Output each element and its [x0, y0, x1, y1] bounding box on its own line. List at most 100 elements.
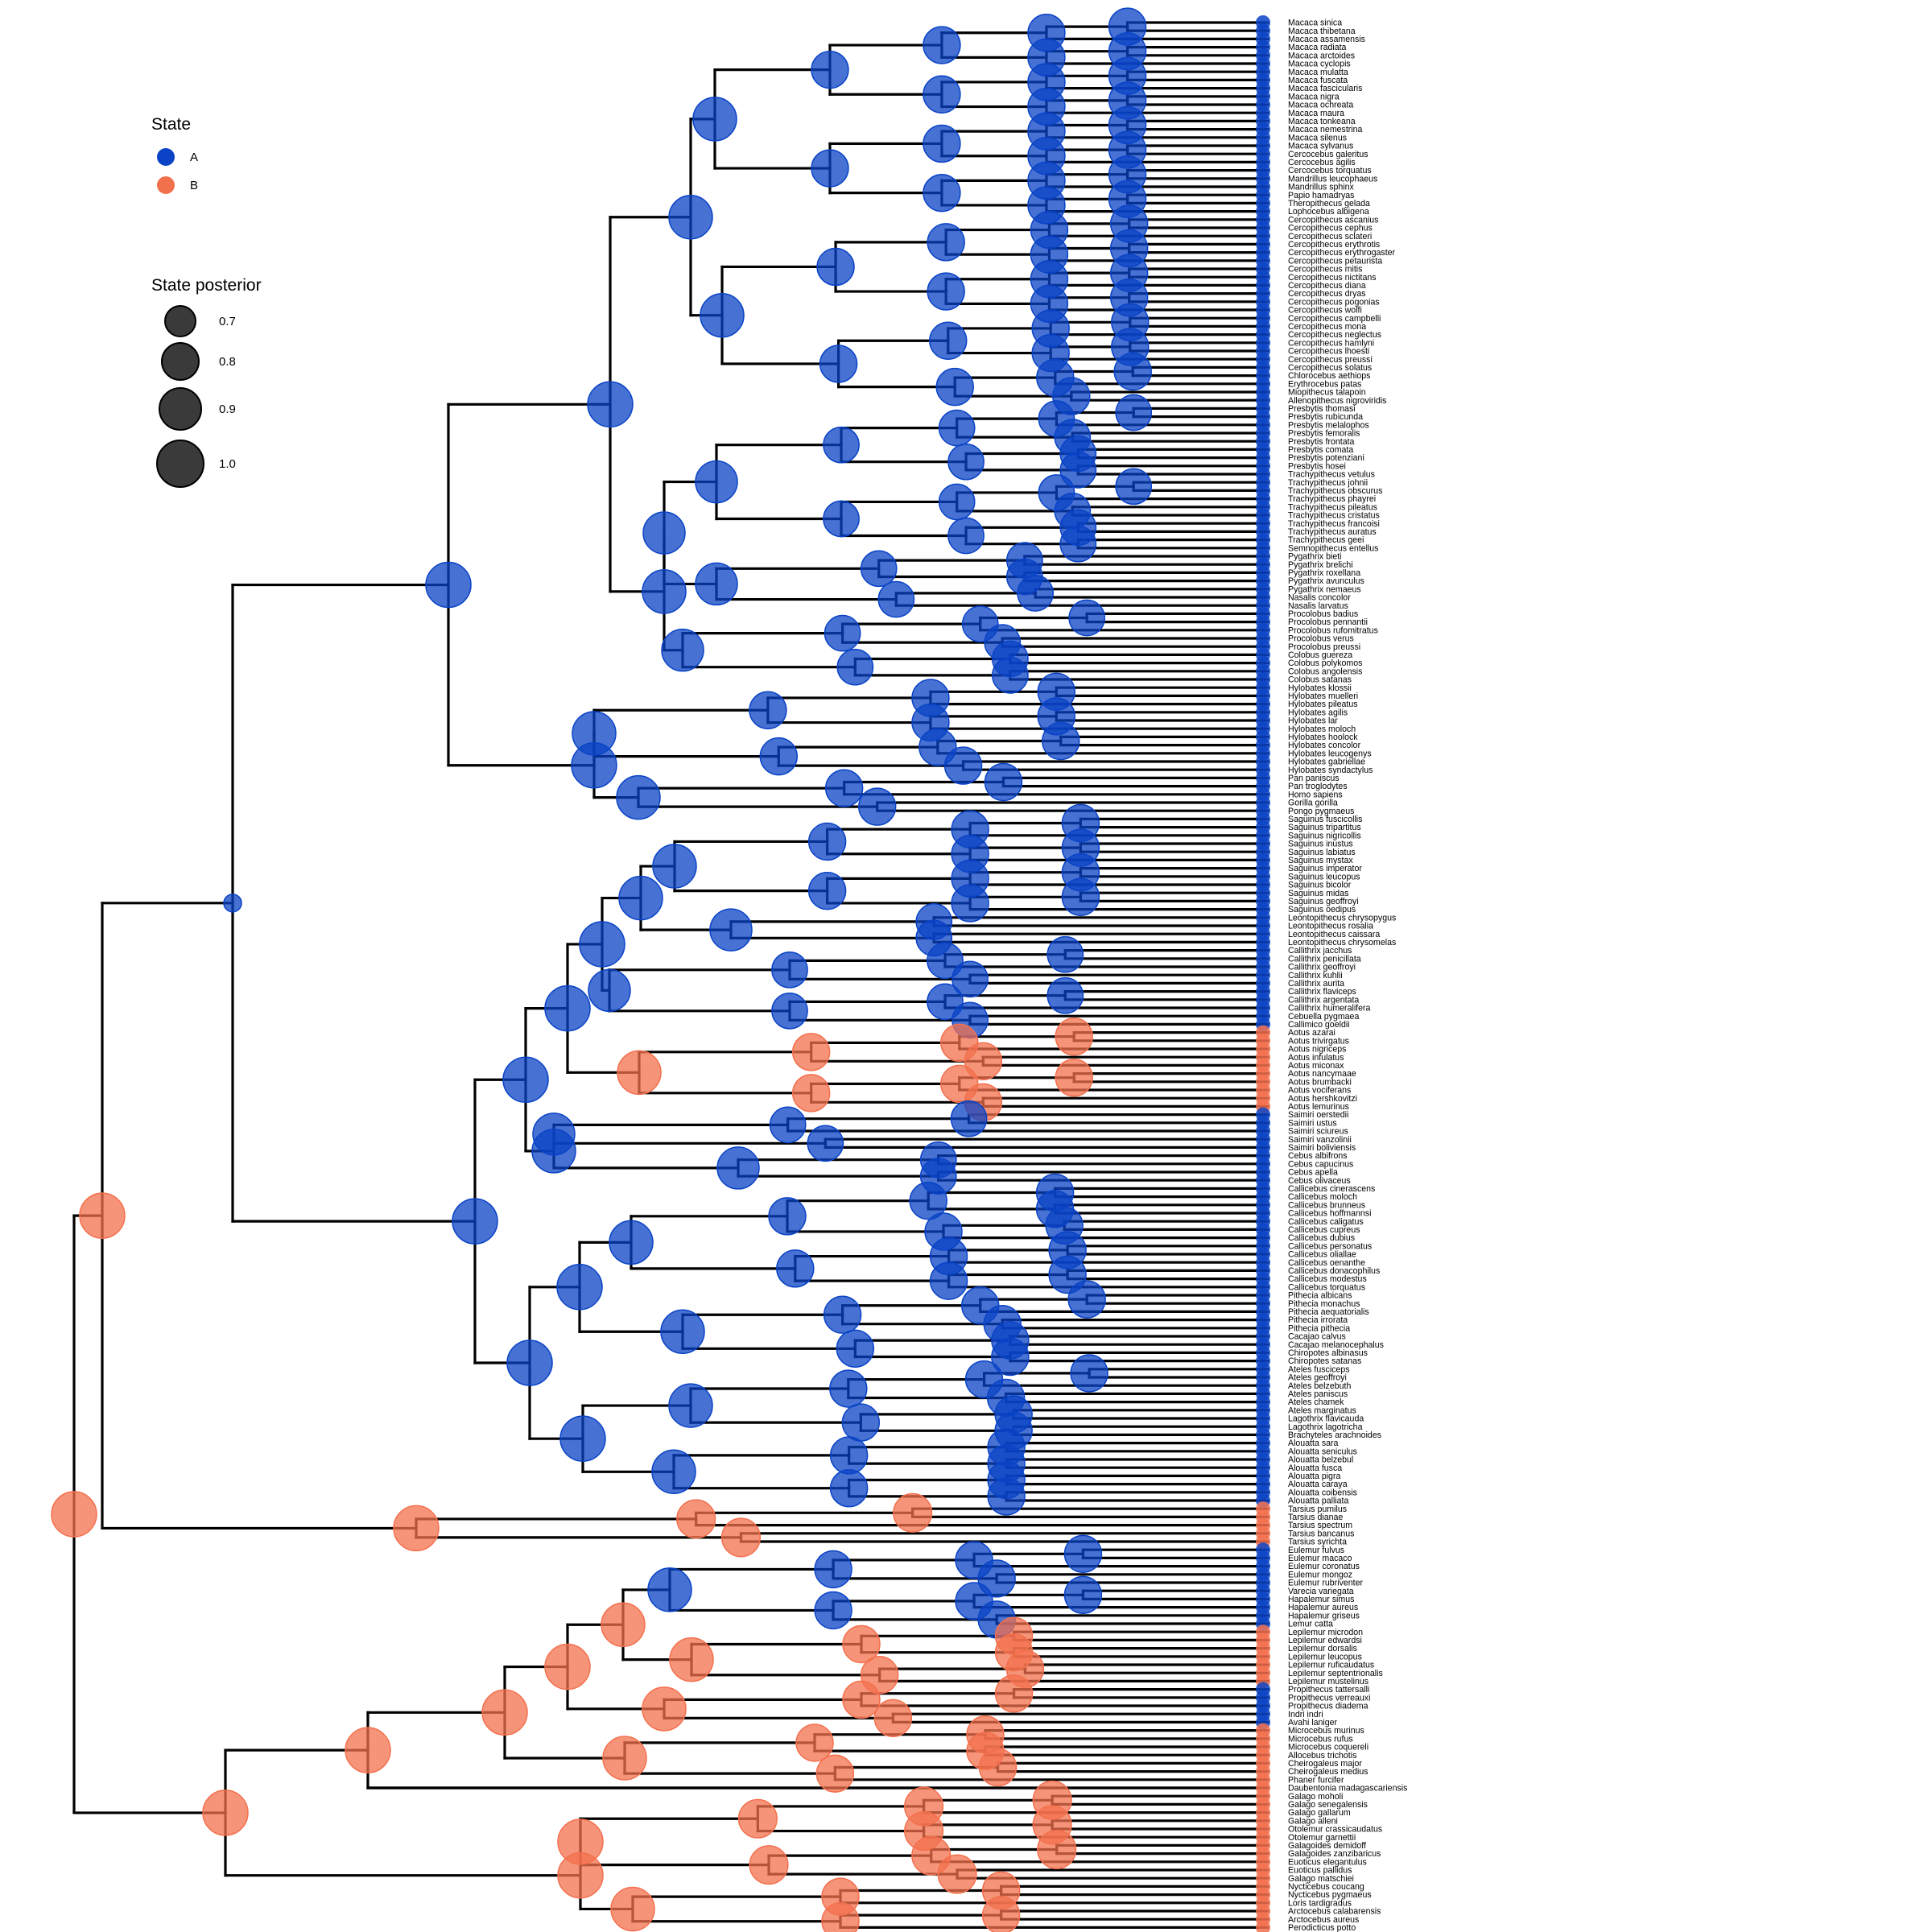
tip-label: Lagothrix lagotricha: [1288, 1422, 1363, 1432]
node-state-marker: [771, 951, 808, 989]
node-state-marker: [858, 787, 897, 826]
node-state-marker: [984, 762, 1023, 802]
posterior-legend-label-0.8: 0.8: [219, 355, 236, 369]
node-state-marker: [807, 822, 847, 861]
node-state-marker: [749, 691, 787, 729]
tip-label: Mandrillus leucophaeus: [1288, 174, 1377, 184]
node-state-marker: [1055, 1018, 1093, 1056]
node-state-marker: [816, 247, 855, 287]
tip-label: Propithecus verreauxi: [1288, 1693, 1370, 1703]
node-state-marker: [978, 1748, 1018, 1787]
tip-label: Gorilla gorilla: [1288, 799, 1338, 808]
tip-label: Indri indri: [1288, 1710, 1323, 1719]
node-state-marker: [668, 195, 713, 240]
node-state-marker: [700, 292, 745, 338]
tip-label: Pithecia monachus: [1288, 1299, 1360, 1309]
node-state-marker: [836, 1329, 875, 1368]
tip-label: Cercopithecus sclateri: [1288, 232, 1372, 242]
tip-label: Callicebus moloch: [1288, 1192, 1357, 1202]
tip-label: Leontopithecus chrysomelas: [1288, 938, 1396, 947]
node-state-marker: [1067, 1280, 1106, 1319]
tip-label: Pithecia irrorata: [1288, 1315, 1348, 1325]
tip-label: Cebus olivaceus: [1288, 1176, 1351, 1186]
tip-label: Callithrix flaviceps: [1288, 987, 1356, 997]
node-state-marker: [824, 769, 864, 807]
tip-label: Avahi laniger: [1288, 1718, 1338, 1728]
tip-label: Cacajao calvus: [1288, 1332, 1346, 1342]
tip-label: Hylobates hoolock: [1288, 733, 1358, 742]
node-state-marker: [1113, 352, 1152, 391]
node-state-marker: [661, 628, 704, 672]
tip-label: Callicebus oliallae: [1288, 1250, 1356, 1260]
tip-label: Ateles paniscus: [1288, 1389, 1348, 1399]
tip-label: Cercopithecus nictitans: [1288, 273, 1377, 283]
tip-label: Cercopithecus lhoesti: [1288, 347, 1369, 357]
node-state-marker: [951, 884, 989, 923]
node-state-marker: [695, 562, 738, 606]
node-state-marker: [587, 381, 634, 428]
tip-label: Pan paniscus: [1288, 774, 1340, 783]
tip-label: Macaca cyclopis: [1288, 60, 1351, 69]
node-state-marker: [807, 1125, 844, 1162]
node-state-marker: [823, 500, 860, 538]
tip-label: Cercopithecus diana: [1288, 281, 1366, 291]
node-state-marker: [651, 1449, 696, 1495]
node-state-marker: [610, 1886, 655, 1932]
tip-label: Presbytis rubicunda: [1288, 412, 1363, 422]
tip-label: Lepilemur edwardsi: [1288, 1636, 1362, 1645]
node-state-marker: [768, 1197, 807, 1236]
tip-label: Procolobus preussi: [1288, 642, 1360, 652]
tip-label: Hapalemur simus: [1288, 1595, 1354, 1604]
tip-label: Macaca arctoides: [1288, 51, 1355, 60]
tip-label: Macaca thibetana: [1288, 27, 1356, 36]
tip-label: Saguinus nigricollis: [1288, 831, 1361, 840]
tip-label: Callicebus hoffmannsi: [1288, 1209, 1371, 1219]
tip-label: Lepilemur mustelinus: [1288, 1677, 1368, 1686]
tip-label: Arctocebus aureus: [1288, 1915, 1359, 1925]
tip-label: Semnopithecus entellus: [1288, 543, 1378, 553]
tip-label: Lepilemur leucopus: [1288, 1652, 1362, 1662]
tip-label: Euoticus elegantulus: [1288, 1857, 1367, 1867]
state-legend-title: State: [151, 115, 191, 134]
node-state-marker: [345, 1727, 391, 1773]
tip-label: Cercocebus agilis: [1288, 158, 1356, 167]
tip-label: Cercopithecus hamlyni: [1288, 338, 1374, 348]
tip-label: Presbytis potenziani: [1288, 453, 1364, 463]
tip-label: Macaca tonkeana: [1288, 117, 1356, 126]
node-state-marker: [692, 97, 737, 142]
tip-label: Pan troglodytes: [1288, 782, 1348, 791]
tip-label: Callimico goeldii: [1288, 1020, 1350, 1030]
tip-label: Pygathrix roxellana: [1288, 568, 1360, 578]
tip-label: Aotus hershkovitzi: [1288, 1094, 1357, 1104]
node-state-marker: [923, 124, 961, 163]
node-state-marker: [544, 1643, 591, 1690]
tip-label: Chlorocebus aethiops: [1288, 371, 1370, 381]
tip-label: Colobus polykomos: [1288, 658, 1362, 668]
tip-label: Pithecia aequatorialis: [1288, 1307, 1369, 1317]
tip-label: Lepilemur microdon: [1288, 1628, 1363, 1637]
tip-label: Macaca ochreata: [1288, 101, 1353, 110]
tip-label: Callicebus cupreus: [1288, 1225, 1360, 1235]
tip-label: Cercocebus galeritus: [1288, 150, 1368, 159]
tip-label: Saguinus bicolor: [1288, 881, 1352, 890]
tip-state-marker: [1256, 1920, 1270, 1932]
tip-label: Leontopithecus rosalia: [1288, 922, 1373, 931]
tip-label: Nycticebus pygmaeus: [1288, 1890, 1372, 1900]
tip-label: Procolobus verus: [1288, 634, 1354, 644]
node-state-marker: [502, 1056, 549, 1103]
tip-label: Hylobates moloch: [1288, 724, 1356, 734]
node-state-marker: [652, 844, 697, 889]
tip-label: Callithrix aurita: [1288, 979, 1344, 989]
tip-label: Aotus azarai: [1288, 1028, 1335, 1038]
tip-label: Cebuella pygmaea: [1288, 1012, 1359, 1022]
node-state-marker: [987, 1477, 1026, 1516]
node-state-marker: [929, 321, 968, 360]
tip-label: Perodicticus potto: [1288, 1923, 1356, 1932]
tip-label: Eulemur fulvus: [1288, 1546, 1344, 1555]
node-state-marker: [716, 1146, 760, 1190]
node-state-marker: [771, 992, 808, 1030]
tip-label: Callithrix geoffroyi: [1288, 963, 1356, 972]
node-state-marker: [1042, 721, 1080, 761]
node-state-marker: [842, 1680, 881, 1719]
node-state-marker: [823, 1295, 862, 1334]
